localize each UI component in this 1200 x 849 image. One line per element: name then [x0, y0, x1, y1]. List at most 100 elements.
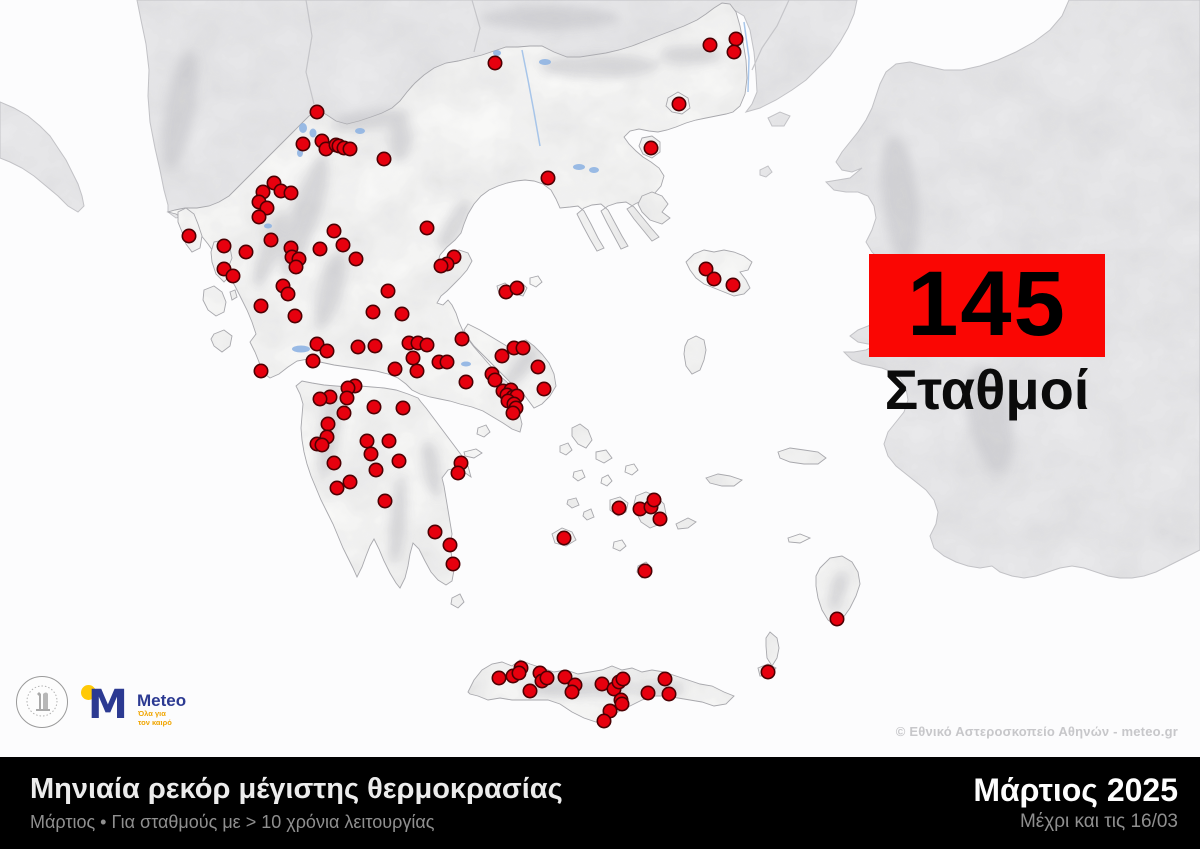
- station-dot: [181, 228, 197, 244]
- station-dot: [359, 433, 375, 449]
- station-dot: [439, 354, 455, 370]
- station-dot: [530, 359, 546, 375]
- station-dot: [487, 55, 503, 71]
- station-dot: [350, 339, 366, 355]
- footer-left: Μηνιαία ρεκόρ μέγιστης θερμοκρασίας Μάρτ…: [30, 773, 563, 832]
- station-dots-layer: [181, 31, 845, 729]
- station-dot: [238, 244, 254, 260]
- station-dot: [419, 337, 435, 353]
- copyright-note: © Εθνικό Αστεροσκοπείο Αθηνών - meteo.gr: [895, 724, 1178, 739]
- station-dot: [305, 353, 321, 369]
- station-dot: [326, 455, 342, 471]
- station-dot: [368, 462, 384, 478]
- station-count-box: 145: [869, 254, 1105, 357]
- station-dot: [225, 268, 241, 284]
- station-dot: [829, 611, 845, 627]
- station-dot: [661, 686, 677, 702]
- footer-period-note: Μέχρι και τις 16/03: [1019, 811, 1178, 833]
- station-dot: [377, 493, 393, 509]
- station-dot: [365, 304, 381, 320]
- station-dot: [320, 416, 336, 432]
- station-dot: [556, 530, 572, 546]
- station-dot: [522, 683, 538, 699]
- station-count-label: Σταθμοί: [884, 358, 1090, 421]
- station-dot: [312, 391, 328, 407]
- station-dot: [395, 400, 411, 416]
- noa-seal-emblem: [26, 685, 58, 717]
- station-dot: [564, 684, 580, 700]
- station-dot: [450, 465, 466, 481]
- station-dot: [314, 437, 330, 453]
- station-dot: [326, 223, 342, 239]
- meteo-logo: M Meteo Όλα για τον καιρό: [80, 678, 190, 730]
- station-dot: [652, 511, 668, 527]
- station-dot: [509, 280, 525, 296]
- station-dot: [409, 363, 425, 379]
- station-dot: [494, 348, 510, 364]
- station-dot: [536, 381, 552, 397]
- station-dot: [487, 372, 503, 388]
- station-dot: [637, 563, 653, 579]
- footer-bar: Μηνιαία ρεκόρ μέγιστης θερμοκρασίας Μάρτ…: [0, 757, 1200, 849]
- station-dot: [295, 136, 311, 152]
- meteo-logo-tagline: Όλα για τον καιρό: [138, 709, 172, 728]
- station-dot: [253, 363, 269, 379]
- station-dot: [614, 696, 630, 712]
- station-dot: [539, 670, 555, 686]
- meteo-logo-dot-icon: [81, 685, 96, 700]
- station-dot: [442, 537, 458, 553]
- station-dot: [251, 209, 267, 225]
- station-count: 145: [907, 252, 1067, 355]
- footer-period: Μάρτιος 2025: [973, 771, 1178, 808]
- station-dot: [515, 340, 531, 356]
- station-dot: [511, 665, 527, 681]
- greece-relief-map: [0, 0, 1200, 757]
- station-dot: [376, 151, 392, 167]
- meteo-logo-monogram: M: [88, 682, 128, 728]
- station-dot: [348, 251, 364, 267]
- station-dot: [329, 480, 345, 496]
- station-dot: [387, 361, 403, 377]
- station-dot: [657, 671, 673, 687]
- station-dot: [391, 453, 407, 469]
- meteo-logo-name: Meteo: [137, 691, 187, 710]
- station-dot: [454, 331, 470, 347]
- station-dot: [263, 232, 279, 248]
- station-dot: [380, 283, 396, 299]
- station-dot: [640, 685, 656, 701]
- station-dot: [367, 338, 383, 354]
- station-dot: [615, 671, 631, 687]
- station-dot: [505, 405, 521, 421]
- footer-subtitle: Μάρτιος • Για σταθμούς με > 10 χρόνια λε…: [30, 811, 435, 832]
- station-dot: [611, 500, 627, 516]
- station-dot: [646, 492, 662, 508]
- station-dot: [728, 31, 744, 47]
- station-dot: [760, 664, 776, 680]
- station-dot: [283, 185, 299, 201]
- station-dot: [309, 104, 325, 120]
- station-dot: [706, 271, 722, 287]
- station-dot: [253, 298, 269, 314]
- station-dot: [725, 277, 741, 293]
- station-dot: [491, 670, 507, 686]
- station-dot: [280, 286, 296, 302]
- station-dot: [540, 170, 556, 186]
- station-dot: [726, 44, 742, 60]
- footer-title: Μηνιαία ρεκόρ μέγιστης θερμοκρασίας: [30, 773, 563, 806]
- station-dot: [366, 399, 382, 415]
- station-dot: [339, 390, 355, 406]
- footer-right: Μάρτιος 2025 Μέχρι και τις 16/03: [973, 771, 1178, 833]
- station-dot: [342, 141, 358, 157]
- station-dot: [557, 669, 573, 685]
- station-dot: [363, 446, 379, 462]
- station-dot: [671, 96, 687, 112]
- station-dot: [433, 258, 449, 274]
- noa-seal-logo: [16, 676, 68, 728]
- station-dot: [381, 433, 397, 449]
- station-dot: [596, 713, 612, 729]
- station-dot: [342, 474, 358, 490]
- station-dot: [643, 140, 659, 156]
- station-dot: [309, 336, 325, 352]
- station-dot: [698, 261, 714, 277]
